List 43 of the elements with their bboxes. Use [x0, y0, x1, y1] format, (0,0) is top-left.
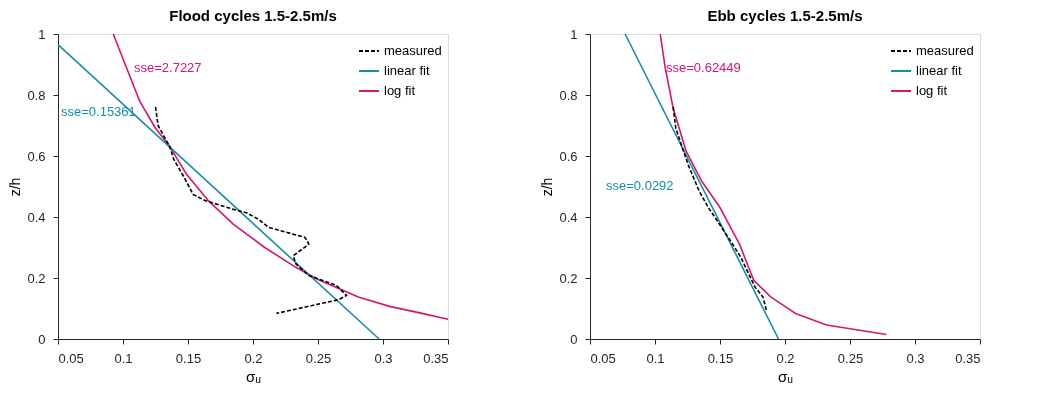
y-tick-label: 1: [38, 26, 46, 42]
x-tick-label: 0.15: [175, 350, 202, 366]
x-axis-title: σᵤ: [778, 367, 794, 385]
y-tick-label: 0: [38, 331, 46, 347]
y-tick-label: 0.2: [27, 270, 46, 286]
y-axis-title: z/h: [539, 177, 556, 197]
x-tick-label: 0.35: [955, 350, 981, 366]
x-tick-label: 0.1: [114, 350, 133, 366]
x-tick-label: 0.1: [646, 350, 665, 366]
chart-title: Ebb cycles 1.5-2.5m/s: [707, 7, 863, 24]
line-series: [672, 106, 768, 313]
x-tick-label: 0.15: [707, 350, 734, 366]
legend-label: measured: [384, 43, 442, 58]
y-tick-label: 0.6: [27, 148, 46, 164]
legend-label: linear fit: [916, 63, 962, 78]
y-tick-label: 0.4: [27, 209, 46, 225]
annotation: sse=0.0292: [606, 178, 674, 193]
x-tick-label: 0.3: [374, 350, 393, 366]
x-tick-label: 0.35: [423, 350, 449, 366]
y-tick-label: 1: [570, 26, 578, 42]
x-tick-label: 0.2: [776, 350, 795, 366]
line-series: [154, 106, 348, 315]
x-tick-label: 0.2: [244, 350, 263, 366]
annotation: sse=2.7227: [134, 60, 202, 75]
legend-label: linear fit: [384, 63, 430, 78]
y-tick-label: 0.8: [27, 87, 46, 103]
y-tick-label: 0: [570, 331, 578, 347]
x-tick-label: 0.05: [590, 350, 616, 366]
x-axis-title: σᵤ: [246, 367, 262, 385]
y-tick-label: 0.6: [559, 148, 578, 164]
legend-label: log fit: [384, 83, 416, 98]
x-tick-label: 0.3: [906, 350, 925, 366]
annotation: sse=0.62449: [666, 60, 741, 75]
y-tick-label: 0.8: [559, 87, 578, 103]
x-tick-label: 0.25: [305, 350, 332, 366]
y-tick-label: 0.2: [559, 270, 578, 286]
legend-label: log fit: [916, 83, 948, 98]
y-tick-label: 0.4: [559, 209, 578, 225]
chart-title: Flood cycles 1.5-2.5m/s: [169, 7, 337, 24]
x-tick-label: 0.25: [837, 350, 864, 366]
x-tick-label: 0.05: [58, 350, 84, 366]
y-axis-title: z/h: [7, 177, 24, 197]
legend-label: measured: [916, 43, 974, 58]
